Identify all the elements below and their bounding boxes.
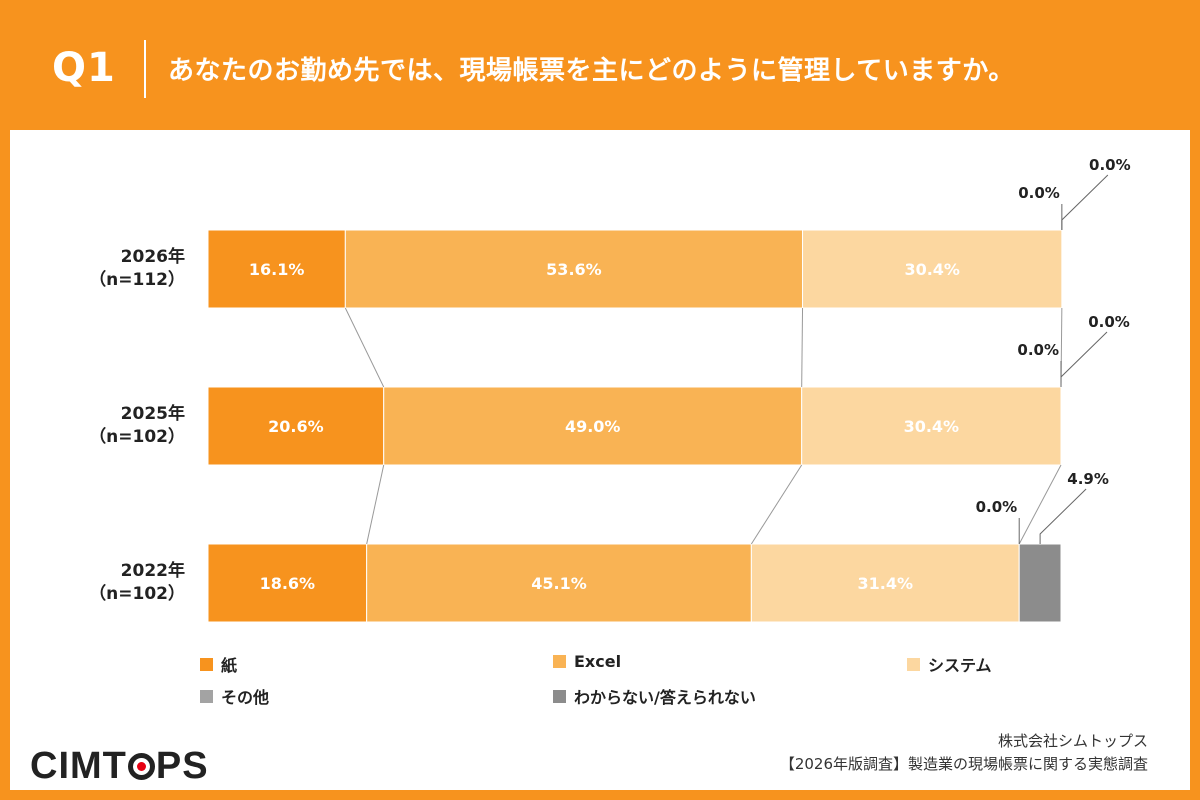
bar-segment-excel [383, 386, 803, 466]
data-label-paper: 20.6% [268, 417, 324, 436]
header-banner: Q1 あなたのお勤め先では、現場帳票を主にどのように管理していますか。 [0, 0, 1200, 130]
data-label-unknown: 0.0% [1088, 313, 1130, 331]
category-label: 2025年 [121, 403, 185, 424]
company-name: 株式会社シムトップス [997, 732, 1148, 750]
logo-text-left: CIMT [30, 745, 127, 787]
bar-segment-system [802, 229, 1063, 309]
data-label-paper: 18.6% [260, 574, 316, 593]
data-label-system: 31.4% [858, 574, 914, 593]
connector-line [750, 464, 803, 545]
connector-line [366, 464, 385, 545]
data-label-other: 0.0% [1017, 341, 1059, 359]
connector-line [801, 307, 804, 388]
bar-segment-paper [207, 543, 368, 623]
header-divider [144, 40, 146, 98]
data-label-other: 0.0% [1018, 184, 1060, 202]
data-label-excel: 45.1% [531, 574, 587, 593]
category-label: （n=112） [89, 269, 185, 290]
cimtops-logo: CIMT PS [30, 745, 209, 788]
data-label-paper: 16.1% [249, 260, 305, 279]
category-label: （n=102） [89, 426, 185, 447]
question-text: あなたのお勤め先では、現場帳票を主にどのように管理していますか。 [168, 56, 1015, 86]
leader-line-unknown [1060, 331, 1108, 387]
survey-title: 【2026年版調査】製造業の現場帳票に関する実態調査 [779, 755, 1148, 773]
data-label-excel: 49.0% [565, 417, 621, 436]
bar-segment-system [801, 386, 1062, 466]
data-label-system: 30.4% [904, 417, 960, 436]
question-number: Q1 [52, 45, 116, 91]
data-label-excel: 53.6% [546, 260, 602, 279]
bar-segment-excel [344, 229, 804, 309]
bar-segment-unknown [1018, 543, 1062, 623]
connector-line [1018, 464, 1062, 545]
leader-line-unknown [1039, 488, 1087, 544]
category-label: 2026年 [121, 246, 185, 267]
data-label-unknown: 0.0% [1089, 156, 1131, 174]
category-label: 2022年 [121, 560, 185, 581]
logo-text-right: PS [155, 745, 209, 787]
category-label: （n=102） [89, 583, 185, 604]
logo-o-mark [127, 753, 155, 780]
connector-line [344, 307, 385, 388]
leader-line-unknown [1061, 174, 1109, 230]
data-label-system: 30.4% [904, 260, 960, 279]
data-label-unknown: 4.9% [1067, 470, 1109, 488]
bar-segment-excel [366, 543, 752, 623]
bar-segment-paper [207, 229, 346, 309]
data-label-other: 0.0% [976, 498, 1018, 516]
